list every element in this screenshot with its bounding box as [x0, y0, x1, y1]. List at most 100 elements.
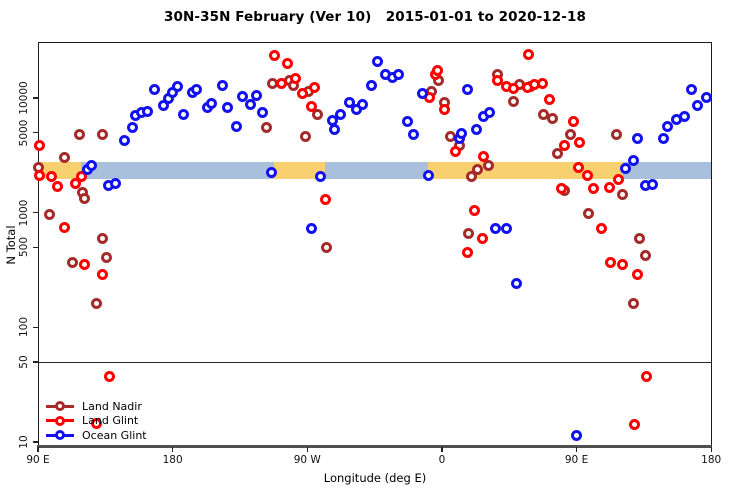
x-tick	[171, 447, 174, 452]
data-point	[476, 233, 488, 245]
data-point	[282, 58, 294, 70]
y-tick-label: 1000	[18, 199, 30, 227]
data-point	[620, 162, 632, 174]
data-point	[617, 189, 629, 201]
data-point	[206, 97, 218, 109]
x-tick-label: 180	[162, 454, 183, 466]
coverage-band-ocean	[622, 162, 712, 180]
data-point	[265, 167, 277, 179]
x-tick-label: 90 E	[26, 454, 50, 466]
data-point	[639, 250, 651, 262]
data-point	[171, 80, 183, 92]
data-point	[237, 90, 249, 102]
y-tick-label: 500	[18, 237, 30, 258]
data-point	[75, 171, 87, 183]
legend-marker-icon	[46, 415, 74, 426]
x-tick-label: 90 W	[293, 454, 321, 466]
legend-label: Land Glint	[82, 414, 139, 428]
data-point	[231, 120, 243, 132]
legend-circle	[55, 401, 65, 412]
data-point	[96, 128, 108, 140]
data-point	[149, 84, 161, 96]
data-point	[90, 297, 102, 309]
data-point	[559, 140, 571, 152]
data-point	[33, 169, 45, 181]
x-axis-label: Longitude (deg E)	[323, 471, 427, 485]
reference-line-50	[38, 361, 712, 364]
x-tick	[306, 447, 308, 452]
legend-marker-icon	[46, 430, 74, 441]
data-point	[632, 268, 644, 280]
data-point	[216, 79, 228, 91]
data-point	[449, 146, 461, 158]
legend-label: Land Nadir	[82, 399, 142, 413]
data-point	[431, 64, 443, 76]
data-point	[261, 121, 273, 133]
data-point	[692, 100, 704, 112]
data-point	[581, 170, 593, 182]
data-point	[482, 159, 494, 171]
data-point	[633, 233, 645, 245]
data-point	[96, 232, 108, 244]
data-point	[603, 181, 615, 193]
data-point	[343, 96, 355, 108]
data-point	[641, 371, 653, 383]
y-tick-label: 10000	[18, 81, 30, 115]
data-point	[605, 256, 617, 268]
data-point	[551, 148, 563, 160]
data-point	[469, 204, 481, 216]
data-point	[90, 418, 102, 430]
data-point	[422, 170, 434, 182]
data-point	[571, 429, 583, 441]
data-point	[461, 246, 473, 258]
data-point	[244, 99, 256, 111]
chart-title: 30N-35N February (Ver 10) 2015-01-01 to …	[164, 9, 586, 25]
y-axis-label: N Total	[4, 225, 18, 265]
data-point	[632, 132, 644, 144]
legend-circle	[55, 415, 65, 426]
x-tick	[441, 447, 443, 452]
data-point	[306, 100, 318, 112]
data-point	[177, 109, 189, 121]
data-point	[357, 99, 369, 111]
data-point	[647, 178, 659, 190]
y-tick-label: 50	[18, 355, 30, 369]
data-point	[66, 256, 78, 268]
data-point	[627, 155, 639, 167]
data-point	[222, 102, 234, 114]
data-point	[490, 222, 502, 234]
x-axis-line	[37, 445, 712, 448]
data-point	[141, 105, 153, 117]
data-point	[289, 73, 301, 85]
data-point	[372, 55, 384, 67]
data-point	[416, 87, 428, 99]
x-tick	[710, 447, 712, 452]
data-point	[461, 83, 473, 95]
data-point	[612, 174, 624, 186]
data-point	[78, 258, 90, 270]
data-point	[572, 161, 584, 173]
data-point	[662, 120, 674, 132]
data-point	[119, 134, 131, 146]
data-point	[500, 223, 512, 234]
data-point	[491, 75, 503, 87]
data-point	[611, 129, 623, 141]
y-tick	[33, 246, 38, 248]
legend-item: Ocean Glint	[46, 428, 147, 443]
y-tick-label: 100	[18, 317, 30, 338]
x-tick-label: 90 E	[564, 454, 589, 466]
data-point	[101, 251, 113, 263]
data-point	[587, 182, 599, 194]
y-tick-label: 10	[18, 435, 30, 449]
data-point	[78, 192, 90, 204]
data-point	[334, 108, 346, 120]
data-point	[629, 418, 641, 430]
data-point	[268, 49, 280, 61]
x-tick-label: 180	[701, 454, 722, 466]
data-point	[33, 139, 45, 151]
data-point	[511, 278, 523, 290]
data-point	[393, 69, 405, 81]
data-point	[69, 177, 81, 189]
data-point	[470, 123, 482, 135]
data-point	[556, 182, 568, 194]
